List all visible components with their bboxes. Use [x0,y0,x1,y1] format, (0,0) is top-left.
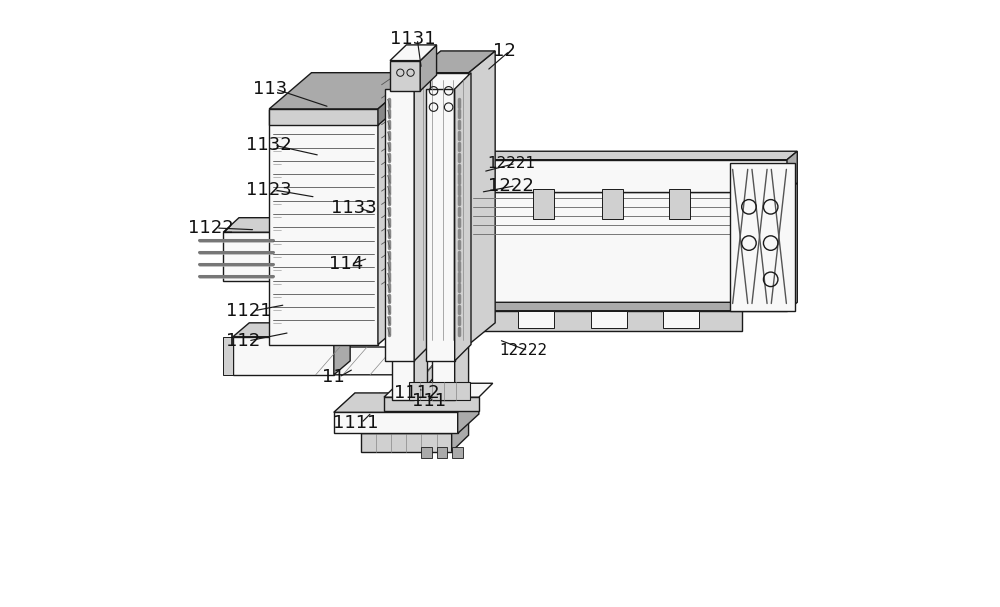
Polygon shape [533,189,554,219]
Polygon shape [269,109,378,345]
Polygon shape [334,412,458,433]
Polygon shape [452,447,463,458]
Polygon shape [384,383,493,397]
Text: 1222: 1222 [488,177,534,195]
Polygon shape [437,447,447,458]
Text: 1123: 1123 [246,181,292,199]
Polygon shape [223,218,298,232]
Polygon shape [385,89,414,361]
Text: 1131: 1131 [390,30,435,48]
Polygon shape [334,323,350,375]
Text: 1111: 1111 [333,414,379,432]
Polygon shape [392,345,414,400]
Text: 12221: 12221 [487,156,535,171]
Text: 1122: 1122 [188,219,234,237]
Text: 114: 114 [329,255,363,273]
Polygon shape [223,337,233,375]
Polygon shape [469,160,787,192]
Polygon shape [421,447,432,458]
Polygon shape [269,109,378,125]
Polygon shape [424,347,449,388]
Polygon shape [334,393,479,412]
Polygon shape [378,73,420,125]
Text: 113: 113 [253,80,288,98]
Polygon shape [602,189,623,219]
Polygon shape [458,393,479,433]
Text: 1112: 1112 [394,384,439,402]
Polygon shape [787,183,797,311]
Polygon shape [281,218,298,280]
Polygon shape [233,337,334,375]
Polygon shape [269,73,420,109]
Polygon shape [730,163,795,311]
Polygon shape [455,73,471,361]
Polygon shape [455,331,469,400]
Polygon shape [409,382,470,400]
Polygon shape [663,311,699,328]
Polygon shape [420,45,437,91]
Polygon shape [518,311,554,328]
Polygon shape [414,73,469,345]
Polygon shape [426,89,455,361]
Polygon shape [432,345,455,400]
Text: 1132: 1132 [246,136,292,154]
Text: 11: 11 [322,368,345,386]
Text: 112: 112 [226,332,260,350]
Text: 1133: 1133 [331,199,377,217]
Polygon shape [378,73,420,345]
Text: 12222: 12222 [499,343,547,358]
Polygon shape [361,417,469,433]
Polygon shape [469,192,787,311]
Polygon shape [390,45,437,61]
Text: 1121: 1121 [226,302,272,320]
Polygon shape [223,232,281,280]
Polygon shape [233,323,350,337]
Polygon shape [452,417,469,452]
Polygon shape [469,51,495,345]
Polygon shape [469,311,742,331]
Polygon shape [414,331,427,400]
Polygon shape [414,51,495,73]
Polygon shape [469,302,753,311]
Polygon shape [361,433,452,452]
Polygon shape [469,151,797,160]
Polygon shape [591,311,627,328]
Polygon shape [414,73,431,361]
Polygon shape [787,151,797,192]
Polygon shape [316,347,449,375]
Text: 12: 12 [493,42,516,60]
Polygon shape [384,397,479,411]
Text: 111: 111 [412,392,446,410]
Polygon shape [390,61,420,91]
Polygon shape [669,189,690,219]
